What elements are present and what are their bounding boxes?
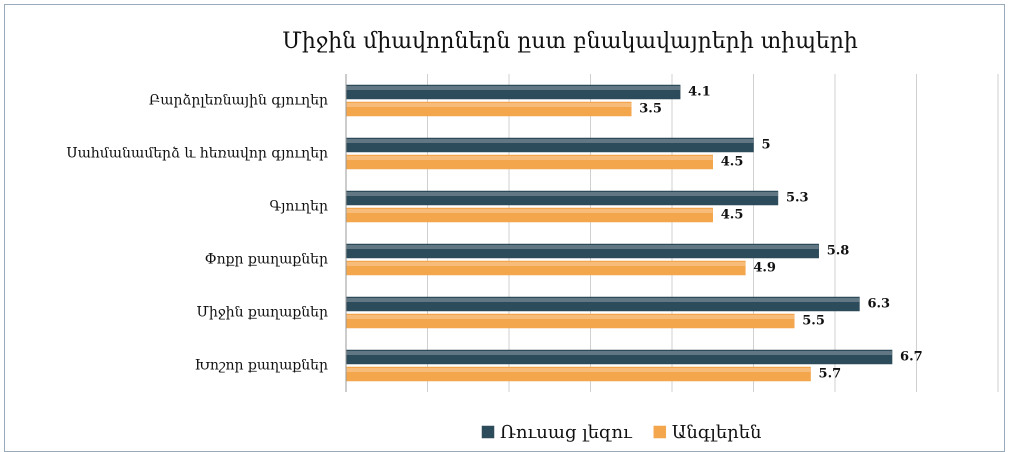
- bar-highlight: [346, 368, 811, 372]
- chart-title: Միջին միավորներն ըստ բնակավայրերի տիպերի: [282, 29, 858, 54]
- legend-label: Անգլերեն: [672, 422, 762, 443]
- data-label: 4.9: [753, 261, 776, 276]
- data-label: 5.8: [827, 244, 850, 259]
- bar-highlight: [346, 192, 778, 196]
- y-tick-label: Միջին քաղաքներ: [196, 305, 328, 321]
- bar-highlight: [346, 103, 632, 107]
- legend-swatch: [481, 425, 495, 439]
- data-label: 4.5: [721, 155, 744, 170]
- data-label: 3.5: [639, 102, 662, 117]
- data-label: 6.7: [900, 350, 923, 365]
- chart-frame: [4, 4, 1005, 452]
- y-tick-label: Բարձրլեռնային գյուղեր: [149, 93, 328, 109]
- legend-label: Ռուսաց լեզու: [500, 422, 633, 443]
- y-tick-label: Գյուղեր: [270, 199, 328, 215]
- bar-highlight: [346, 209, 713, 213]
- legend-swatch: [653, 425, 667, 439]
- bar-highlight: [346, 86, 681, 90]
- data-label: 5: [762, 138, 771, 153]
- data-label: 4.1: [688, 85, 711, 100]
- data-label: 5.7: [819, 367, 842, 382]
- bar-highlight: [346, 351, 893, 355]
- data-label: 6.3: [867, 297, 890, 312]
- bar-highlight: [346, 298, 860, 302]
- bar-highlight: [346, 139, 754, 143]
- bar-highlight: [346, 262, 746, 266]
- data-label: 5.3: [786, 191, 809, 206]
- data-label: 4.5: [721, 208, 744, 223]
- y-tick-label: Սահմանամերձ և հեռավոր գյուղեր: [66, 146, 328, 162]
- y-tick-label: Փոքր քաղաքներ: [205, 252, 328, 268]
- bar-highlight: [346, 156, 713, 160]
- bar-highlight: [346, 315, 795, 319]
- y-tick-label: Խոշոր քաղաքներ: [195, 358, 328, 374]
- bar-highlight: [346, 245, 819, 249]
- data-label: 5.5: [802, 314, 825, 329]
